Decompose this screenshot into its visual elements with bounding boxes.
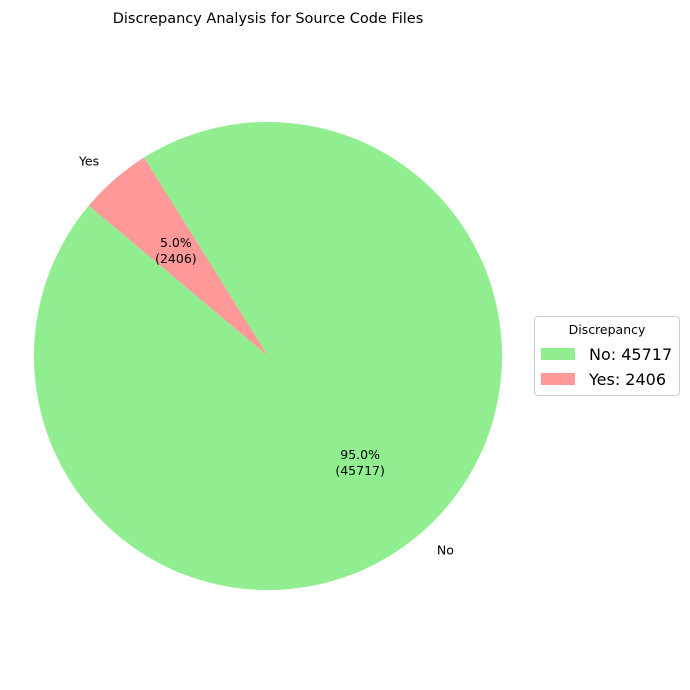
pie-labels: No 95.0% (45717) Yes 5.0% (2406) bbox=[78, 154, 454, 558]
legend-item-yes: Yes: 2406 bbox=[541, 369, 666, 389]
pie-slice-no bbox=[33, 122, 502, 591]
slice-value-no: (45717) bbox=[335, 463, 385, 478]
legend-swatch-yes bbox=[541, 373, 575, 385]
slice-pct-yes: 5.0% bbox=[160, 235, 192, 250]
pie-slices bbox=[33, 122, 502, 591]
legend-label-yes: Yes: 2406 bbox=[589, 369, 667, 389]
legend-item-no: No: 45717 bbox=[541, 344, 672, 364]
slice-pct-label-yes: 5.0% (2406) bbox=[155, 235, 197, 266]
slice-pct-label-no: 95.0% (45717) bbox=[335, 447, 385, 478]
legend: Discrepancy No: 45717 Yes: 2406 bbox=[534, 316, 680, 396]
slice-pct-no: 95.0% bbox=[340, 447, 380, 462]
legend-label-no: No: 45717 bbox=[589, 344, 673, 364]
legend-title: Discrepancy bbox=[568, 322, 646, 337]
chart-title: Discrepancy Analysis for Source Code Fil… bbox=[113, 11, 424, 27]
slice-value-yes: (2406) bbox=[155, 251, 197, 266]
slice-label-no: No bbox=[437, 542, 454, 557]
slice-label-yes: Yes bbox=[78, 154, 99, 169]
legend-swatch-no bbox=[541, 348, 575, 360]
pie-slice-yes bbox=[88, 157, 268, 356]
